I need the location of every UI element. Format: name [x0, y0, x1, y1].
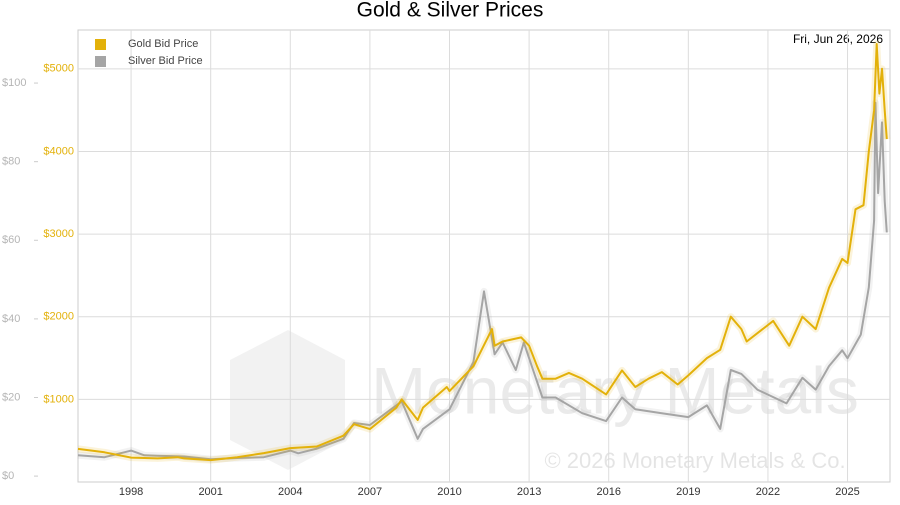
legend-label: Gold Bid Price [128, 38, 198, 50]
series-line [77, 43, 888, 462]
x-tick-label: 2022 [756, 486, 780, 498]
y2-tick-label: $40 [2, 313, 20, 325]
x-tick-label: 2019 [676, 486, 700, 498]
x-tick-label: 2001 [198, 486, 222, 498]
y-tick-label: $1000 [43, 393, 74, 405]
date-label: Fri, Jun 26, 2026 [793, 32, 883, 46]
legend-label: Silver Bid Price [128, 55, 203, 67]
y2-tick-label: $100 [2, 77, 26, 89]
x-tick-label: 2004 [278, 486, 302, 498]
y-tick-label: $2000 [43, 311, 74, 323]
y2-tick-label: $60 [2, 234, 20, 246]
watermark-logo [230, 330, 345, 470]
series-line [77, 101, 888, 461]
chart-title: Gold & Silver Prices [357, 0, 544, 22]
legend-swatch [95, 39, 106, 50]
x-tick-label: 2025 [835, 486, 859, 498]
y2-tick-label: $80 [2, 156, 20, 168]
x-tick-label: 2013 [517, 486, 541, 498]
x-tick-label: 2016 [596, 486, 620, 498]
y2-tick-label: $0 [2, 470, 14, 482]
y-tick-label: $3000 [43, 228, 74, 240]
copyright: © 2026 Monetary Metals & Co. [544, 448, 845, 473]
y2-tick-label: $20 [2, 391, 20, 403]
watermark: Monetary Metals [371, 353, 859, 427]
x-tick-label: 2010 [437, 486, 461, 498]
y-tick-label: $5000 [43, 63, 74, 75]
x-tick-label: 1998 [119, 486, 143, 498]
plot-area [77, 29, 891, 483]
x-tick-label: 2007 [358, 486, 382, 498]
y-tick-label: $4000 [43, 145, 74, 157]
legend-swatch [95, 56, 106, 67]
